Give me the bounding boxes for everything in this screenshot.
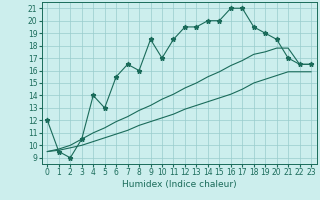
X-axis label: Humidex (Indice chaleur): Humidex (Indice chaleur)	[122, 180, 236, 189]
